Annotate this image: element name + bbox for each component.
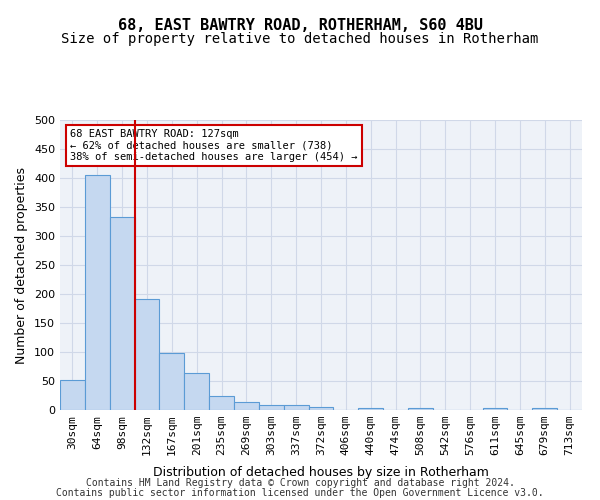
Bar xyxy=(209,396,234,410)
Bar xyxy=(160,353,184,410)
Y-axis label: Number of detached properties: Number of detached properties xyxy=(16,166,28,364)
Text: 68 EAST BAWTRY ROAD: 127sqm
← 62% of detached houses are smaller (738)
38% of se: 68 EAST BAWTRY ROAD: 127sqm ← 62% of det… xyxy=(70,128,358,162)
Bar xyxy=(308,406,334,410)
Bar xyxy=(85,174,110,410)
Text: Contains HM Land Registry data © Crown copyright and database right 2024.: Contains HM Land Registry data © Crown c… xyxy=(86,478,514,488)
Bar xyxy=(358,408,383,410)
Bar xyxy=(532,408,557,410)
Bar xyxy=(184,374,209,410)
Bar xyxy=(284,405,308,410)
Bar xyxy=(482,408,508,410)
Bar xyxy=(408,408,433,410)
Bar xyxy=(60,380,85,410)
Text: 68, EAST BAWTRY ROAD, ROTHERHAM, S60 4BU: 68, EAST BAWTRY ROAD, ROTHERHAM, S60 4BU xyxy=(118,18,482,32)
Text: Contains public sector information licensed under the Open Government Licence v3: Contains public sector information licen… xyxy=(56,488,544,498)
Text: Size of property relative to detached houses in Rotherham: Size of property relative to detached ho… xyxy=(61,32,539,46)
Bar xyxy=(110,217,134,410)
Bar xyxy=(134,298,160,410)
Bar xyxy=(234,402,259,410)
X-axis label: Distribution of detached houses by size in Rotherham: Distribution of detached houses by size … xyxy=(153,466,489,479)
Bar xyxy=(259,405,284,410)
